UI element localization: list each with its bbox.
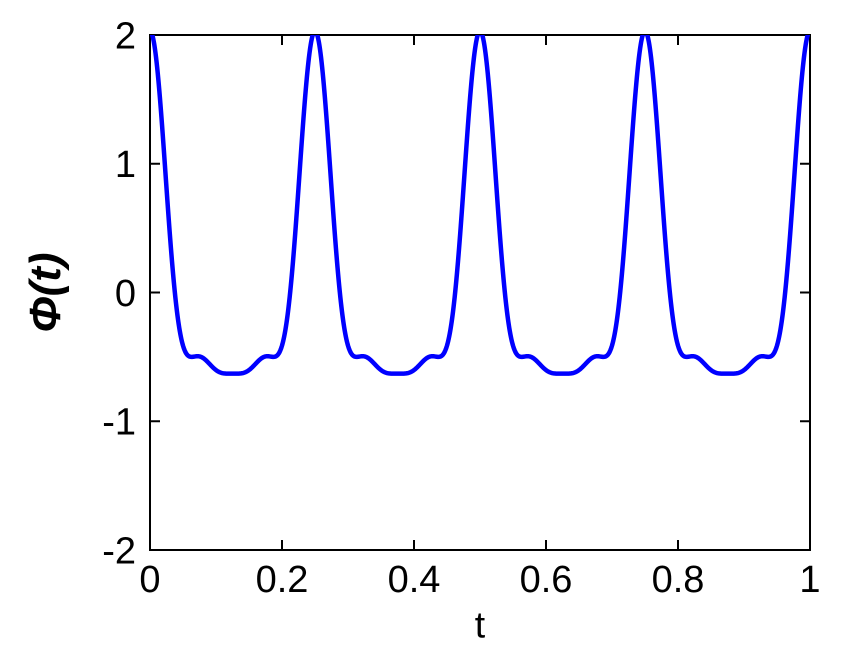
svg-text:0.8: 0.8 — [652, 559, 705, 601]
svg-text:0.4: 0.4 — [388, 559, 441, 601]
svg-text:Φ(t): Φ(t) — [21, 252, 70, 332]
svg-text:2: 2 — [115, 15, 136, 57]
svg-text:1: 1 — [115, 144, 136, 186]
svg-text:0: 0 — [139, 559, 160, 601]
svg-text:0.6: 0.6 — [520, 559, 573, 601]
svg-text:1: 1 — [799, 559, 820, 601]
svg-text:0.2: 0.2 — [256, 559, 309, 601]
svg-text:-1: -1 — [102, 402, 136, 444]
svg-text:0: 0 — [115, 273, 136, 315]
chart-svg: 0 0.2 0.4 0.6 0.8 1 -2 -1 0 1 2 t Φ(t) — [0, 0, 850, 645]
svg-text:t: t — [475, 604, 486, 645]
svg-text:-2: -2 — [102, 530, 136, 572]
phi-of-t-chart: 0 0.2 0.4 0.6 0.8 1 -2 -1 0 1 2 t Φ(t) t Φ(t) — [0, 0, 850, 645]
